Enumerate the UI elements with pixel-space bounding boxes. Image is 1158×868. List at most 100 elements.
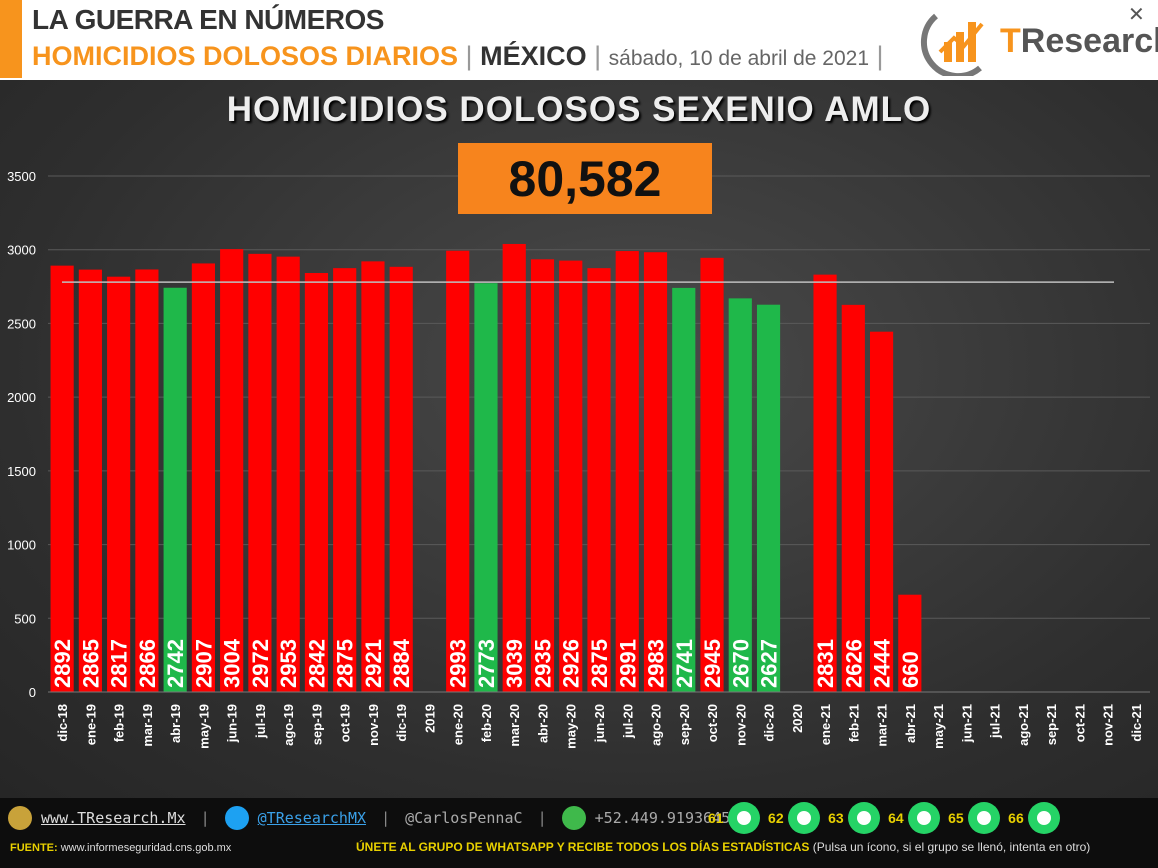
bar-value-label: 2972 — [248, 639, 273, 688]
twitter-link[interactable]: @TResearchMX — [257, 809, 367, 827]
bar-value-label: 2945 — [700, 639, 725, 688]
whatsapp-icon[interactable] — [1027, 802, 1060, 834]
bar — [135, 269, 159, 692]
whatsapp-icon[interactable] — [967, 802, 1000, 834]
y-tick-label: 1500 — [7, 464, 36, 479]
bar — [898, 594, 922, 692]
bar-value-label: 2926 — [559, 639, 584, 688]
bar — [502, 243, 526, 692]
bar-value-label: 2742 — [163, 639, 188, 688]
source-label: FUENTE: — [10, 842, 58, 854]
bar-chart: 0 500 1000 1500 2000 2500 3000 3500 2892 2865 2817… — [7, 169, 1150, 749]
x-tick-label: mar-20 — [507, 704, 522, 747]
bar — [643, 252, 668, 692]
bar-value-label: 2993 — [446, 639, 471, 688]
x-tick-label: ago-20 — [649, 704, 664, 746]
x-tick-label: abr-21 — [903, 704, 918, 743]
x-tick-label: ene-19 — [83, 704, 98, 745]
bar-value-label: 2935 — [530, 639, 555, 688]
bar-value-label: 2444 — [870, 638, 895, 688]
y-tick-label: 2000 — [7, 390, 36, 405]
x-tick-label: 2019 — [422, 704, 437, 733]
source-url[interactable]: www.informeseguridad.cns.gob.mx — [60, 842, 232, 854]
whatsapp-icon[interactable] — [727, 802, 760, 834]
whatsapp-icon[interactable] — [847, 802, 880, 834]
bar-value-label: 2983 — [644, 639, 669, 688]
twitter-icon[interactable] — [224, 806, 249, 830]
subtitle-country: MÉXICO — [480, 41, 587, 71]
bar — [530, 259, 555, 692]
x-tick-label: dic-19 — [394, 704, 409, 742]
bar-value-label: 2670 — [728, 639, 753, 688]
bar-value-label: 2875 — [587, 639, 612, 688]
whatsapp-group[interactable]: 64 — [888, 802, 940, 834]
separator: | — [594, 41, 602, 71]
x-tick-label: may-19 — [196, 704, 211, 749]
bar — [107, 276, 131, 692]
author-handle[interactable]: @CarlosPennaC — [405, 809, 523, 827]
bar — [700, 257, 724, 692]
bar — [389, 266, 413, 692]
bar-value-label: 2884 — [389, 638, 414, 688]
x-tick-label: sep-20 — [677, 704, 692, 745]
phone-number[interactable]: +52.449.9193645 — [594, 809, 731, 827]
y-tick-label: 0 — [29, 685, 36, 700]
bar-value-label: 660 — [898, 651, 923, 688]
whatsapp-icon[interactable] — [787, 802, 820, 834]
y-tick-label: 500 — [14, 611, 36, 626]
x-tick-label: jul-20 — [620, 704, 635, 739]
x-tick-label: nov-20 — [733, 704, 748, 746]
x-tick-label: ago-19 — [281, 704, 296, 746]
header-subtitle: HOMICIDIOS DOLOSOS DIARIOS | MÉXICO | sá… — [32, 41, 884, 72]
x-tick-label: mar-19 — [140, 704, 155, 747]
whatsapp-group[interactable]: 61 — [708, 802, 760, 834]
bar — [361, 261, 385, 692]
bar — [304, 273, 329, 692]
bar — [474, 283, 498, 692]
join-text: ÚNETE AL GRUPO DE WHATSAPP Y RECIBE TODO… — [356, 840, 810, 854]
whatsapp-group[interactable]: 66 — [1008, 802, 1060, 834]
x-tick-label: mar-21 — [875, 704, 890, 747]
whatsapp-icon[interactable] — [907, 802, 940, 834]
x-tick-label: oct-19 — [338, 704, 353, 742]
x-tick-label: nov-19 — [366, 704, 381, 746]
x-tick-label: abr-20 — [535, 704, 550, 743]
bar-value-label: 3039 — [502, 639, 527, 688]
whatsapp-icon[interactable] — [561, 806, 586, 830]
bar — [78, 269, 102, 692]
bar — [446, 250, 470, 692]
bar-value-label: 2892 — [50, 639, 75, 688]
whatsapp-group[interactable]: 63 — [828, 802, 880, 834]
x-tick-label: dic-21 — [1129, 704, 1144, 742]
x-tick-label: jun-19 — [225, 704, 240, 743]
whatsapp-group[interactable]: 62 — [768, 802, 820, 834]
bar — [220, 249, 244, 692]
x-tick-label: abr-19 — [168, 704, 183, 743]
y-tick-label: 3500 — [7, 169, 36, 184]
bar-value-label: 2773 — [474, 639, 499, 688]
whatsapp-groups: 61 62 63 64 65 66 — [708, 802, 1064, 834]
source: FUENTE: www.informeseguridad.cns.gob.mx — [10, 842, 231, 854]
x-tick-label: ene-20 — [451, 704, 466, 745]
footer-links: www.TResearch.Mx | @TResearchMX | @Carlo… — [8, 806, 760, 830]
chart-title: HOMICIDIOS DOLOSOS SEXENIO AMLO — [226, 90, 932, 129]
tresearch-logo[interactable]: TResearch — [920, 4, 1158, 80]
y-tick-label: 2500 — [7, 316, 36, 331]
bar-value-label: 2991 — [615, 639, 640, 688]
bar-value-label: 2626 — [841, 639, 866, 688]
bar-value-label: 2875 — [333, 639, 358, 688]
website-link[interactable]: www.TResearch.Mx — [41, 809, 186, 827]
x-tick-label: jul-19 — [253, 704, 268, 739]
separator: | — [200, 808, 210, 827]
bar — [276, 256, 300, 692]
close-icon[interactable]: ✕ — [1128, 4, 1145, 26]
separator: | — [537, 808, 547, 827]
x-tick-label: sep-19 — [309, 704, 324, 745]
bar-value-label: 3004 — [220, 638, 245, 688]
y-tick-label: 3000 — [7, 243, 36, 258]
bar — [841, 304, 865, 692]
bar — [672, 287, 696, 692]
whatsapp-group[interactable]: 65 — [948, 802, 1000, 834]
logo-text: TResearch — [1000, 22, 1158, 60]
bar-value-label: 2741 — [672, 639, 697, 688]
